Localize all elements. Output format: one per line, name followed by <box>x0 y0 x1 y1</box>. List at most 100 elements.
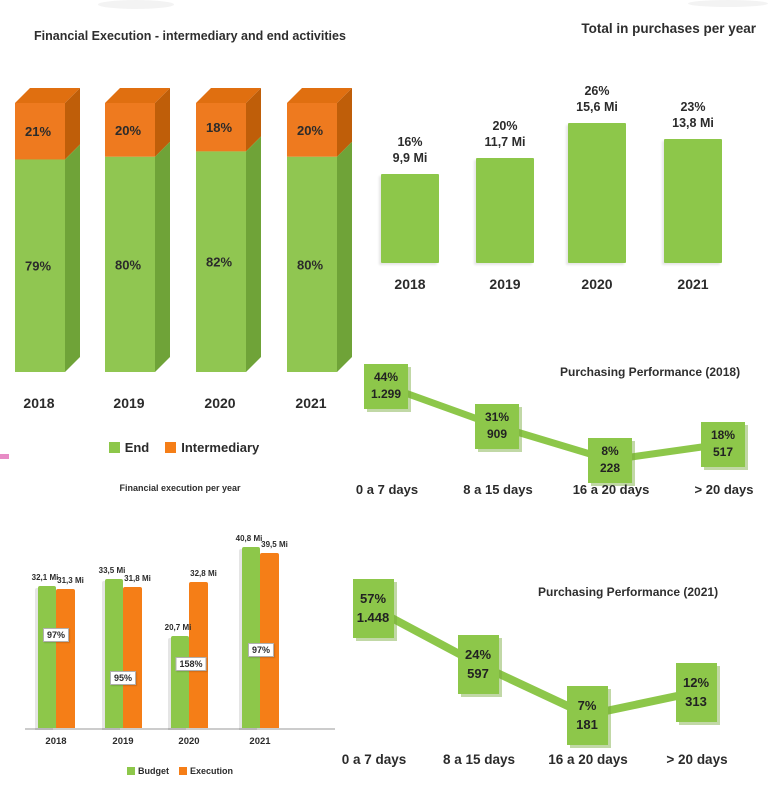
trend-line <box>382 382 727 464</box>
point-value-label: 517 <box>712 445 734 459</box>
bar-segment-intermediary <box>15 103 65 160</box>
execution-value-label: 39,5 Mi <box>261 540 288 549</box>
data-point-box: 7% 181 <box>566 685 608 745</box>
category-label: 8 a 15 days <box>463 482 533 497</box>
point-pct-label: 44% <box>373 370 399 384</box>
bar-value-line: 20% <box>492 119 518 133</box>
budget-bar <box>242 547 260 728</box>
execution-pct-badge: 95% <box>109 671 137 685</box>
bar-segment-intermediary <box>105 103 155 157</box>
year-label: 2021 <box>295 395 326 411</box>
bar-side-intermediary <box>155 88 170 157</box>
legend-item-intermediary: Intermediary <box>165 440 259 455</box>
intermediary-pct-label: 20% <box>297 123 323 138</box>
point-pct-label: 8% <box>601 444 619 458</box>
legend-item-execution: Execution <box>178 766 233 776</box>
legend-label: Intermediary <box>181 440 260 455</box>
intermediary-pct-label: 20% <box>115 123 141 138</box>
smudge-artifact <box>98 0 174 9</box>
execution-chart-legend: Budget Execution <box>10 766 350 776</box>
data-point-box: 18% 517 <box>701 421 745 467</box>
bar-top-face <box>196 88 261 103</box>
stacked-chart-title: Financial Execution - intermediary and e… <box>34 29 346 43</box>
x-axis-line <box>25 728 335 730</box>
smudge-artifact <box>688 0 768 7</box>
bar-top-face <box>287 88 352 103</box>
point-pct-label: 18% <box>710 428 736 442</box>
category-label: 16 a 20 days <box>572 482 650 497</box>
year-label: 2018 <box>23 395 54 411</box>
execution-bar <box>260 553 279 728</box>
budget-bar <box>105 579 123 728</box>
bar-segment-end <box>287 156 337 372</box>
category-label: 0 a 7 days <box>341 752 407 767</box>
year-label: 2019 <box>489 276 521 292</box>
end-pct-label: 79% <box>25 259 51 274</box>
bar-segment-end <box>196 151 246 372</box>
year-label: 2018 <box>394 276 426 292</box>
pink-line-artifact <box>0 454 9 459</box>
bar-value-label: 16% 9,9 Mi <box>393 134 428 166</box>
bar-value-line: 26% <box>584 84 610 98</box>
data-point-box: 24% 597 <box>457 634 499 694</box>
budget-value-label: 20,7 Mi <box>164 623 192 632</box>
bar-value-line: 15,6 Mi <box>576 100 618 114</box>
intermediary-pct-label: 18% <box>206 120 232 135</box>
bar-segment-intermediary <box>196 103 246 152</box>
execution-pct-badge: 158% <box>175 657 207 671</box>
point-pct-label: 7% <box>577 698 597 713</box>
point-pct-label: 31% <box>484 410 510 424</box>
point-value-label: 1.448 <box>356 610 390 625</box>
performance-2018-line-chart: Purchasing Performance (2018) 44% 1.299 0 … <box>350 358 768 506</box>
bar-top-face <box>15 88 80 103</box>
execution-bar <box>123 587 142 728</box>
bar-segment-end <box>15 159 65 372</box>
execution-bar <box>189 582 208 728</box>
category-label: 8 a 15 days <box>442 752 516 767</box>
purchases-bar-chart: 16% 9,9 Mi 2018 20% 11,7 Mi 2019 26% 15,6 Mi 202… <box>370 83 768 300</box>
category-label: > 20 days <box>694 482 754 497</box>
year-label: 2021 <box>249 736 271 747</box>
data-point-box: 44% 1.299 <box>364 363 408 409</box>
point-pct-label: 24% <box>464 647 492 662</box>
execution-chart-title: Financial execution per year <box>119 483 241 493</box>
point-pct-label: 12% <box>682 675 710 690</box>
point-value-label: 597 <box>467 666 489 681</box>
category-label: 0 a 7 days <box>355 482 419 497</box>
bar-side-end <box>65 144 80 372</box>
bar-side-intermediary <box>337 88 352 157</box>
bar-segment-intermediary <box>287 103 337 157</box>
legend-label: End <box>124 440 150 455</box>
point-value-label: 313 <box>685 694 707 709</box>
legend-label: Execution <box>189 766 233 776</box>
point-value-label: 181 <box>576 717 598 732</box>
execution-grouped-bar-chart: Financial execution per year Budget Exec… <box>10 478 350 793</box>
bar-side-end <box>246 136 261 372</box>
end-pct-label: 82% <box>206 255 232 270</box>
execution-value-label: 31,8 Mi <box>124 574 151 583</box>
legend-item-end: End <box>108 440 150 455</box>
data-point-box: 8% 228 <box>588 437 632 483</box>
year-label: 2019 <box>112 736 134 747</box>
budget-bar <box>171 636 189 728</box>
budget-value-label: 32,1 Mi <box>31 573 59 582</box>
execution-value-label: 31,3 Mi <box>57 576 84 585</box>
execution-value-label: 32,8 Mi <box>190 569 217 578</box>
performance-2018-title: Purchasing Performance (2018) <box>560 365 741 379</box>
point-pct-label: 57% <box>359 591 387 606</box>
bar-value-line: 23% <box>680 100 706 114</box>
budget-swatch-icon <box>126 767 135 775</box>
category-label: 16 a 20 days <box>548 752 628 767</box>
execution-pct-badge: 97% <box>42 628 70 642</box>
data-point-box: 12% 313 <box>675 662 717 722</box>
performance-2021-title: Purchasing Performance (2021) <box>538 585 719 599</box>
performance-line <box>369 604 700 719</box>
intermediary-swatch-icon <box>165 442 177 453</box>
point-value-label: 909 <box>486 427 508 441</box>
bar-side-intermediary <box>246 88 261 152</box>
bar-value-label: 26% 15,6 Mi <box>576 83 618 115</box>
purchases-bar <box>476 158 534 263</box>
purchases-bar <box>568 123 626 263</box>
purchases-chart-title: Total in purchases per year <box>581 21 756 36</box>
bar-value-line: 16% <box>397 135 423 149</box>
